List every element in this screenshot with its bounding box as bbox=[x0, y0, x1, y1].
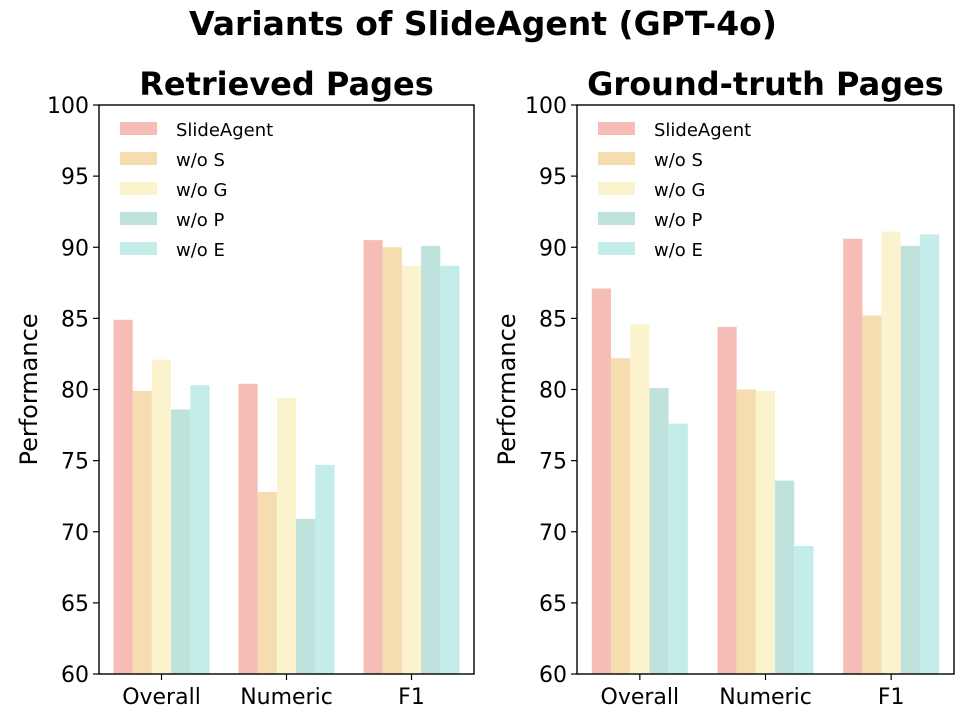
panel-1-xtick-label-f1: F1 bbox=[398, 685, 425, 710]
panel-1-legend-swatch-0 bbox=[120, 122, 157, 135]
panel-1-bar-w-o-s-f1 bbox=[382, 247, 402, 674]
panel-1-ytick-label-70: 70 bbox=[61, 521, 89, 546]
figure-title: Variants of SlideAgent (GPT-4o) bbox=[189, 4, 777, 43]
panel-1-legend-label-2: w/o G bbox=[176, 180, 227, 201]
panel-2-bar-w-o-s-numeric bbox=[736, 389, 756, 674]
panel-2-bar-w-o-g-f1 bbox=[881, 231, 901, 674]
panel-2-bar-slideagent-numeric bbox=[717, 326, 737, 674]
panel-1-ytick-label-60: 60 bbox=[61, 663, 89, 688]
panel-2-legend-label-1: w/o S bbox=[654, 150, 703, 171]
panel-1-bar-w-o-s-numeric bbox=[257, 491, 277, 674]
panel-2-legend-label-3: w/o P bbox=[654, 210, 703, 231]
panel-1-ytick-label-80: 80 bbox=[61, 379, 89, 404]
panel-1-bar-w-o-g-numeric bbox=[276, 398, 297, 674]
panel-2-ytick-label-60: 60 bbox=[539, 663, 567, 688]
panel-2-ytick-label-65: 65 bbox=[539, 592, 567, 617]
panel-1-bar-w-o-p-numeric bbox=[296, 518, 316, 674]
panel-1-ytick-label-95: 95 bbox=[61, 165, 89, 190]
panel-1-bar-w-o-e-numeric bbox=[315, 464, 335, 674]
panel-2-legend-swatch-4 bbox=[598, 242, 635, 255]
panel-1-ytick-label-75: 75 bbox=[61, 450, 89, 475]
panel-2-ytick-label-75: 75 bbox=[539, 450, 567, 475]
panel-2-bar-w-o-e-numeric bbox=[794, 545, 814, 674]
panel-2-legend-swatch-3 bbox=[598, 212, 635, 225]
panel-1-bar-w-o-e-overall bbox=[190, 385, 210, 674]
panel-2-ytick-label-70: 70 bbox=[539, 521, 567, 546]
panel-2-xtick-label-numeric: Numeric bbox=[719, 685, 812, 710]
panel-2-bar-slideagent-overall bbox=[591, 288, 612, 674]
panel-1-bar-w-o-p-f1 bbox=[421, 245, 441, 674]
panel-1-legend-swatch-3 bbox=[120, 212, 157, 225]
panel-2-bar-w-o-g-overall bbox=[630, 324, 650, 674]
panel-1-bar-w-o-p-overall bbox=[171, 409, 191, 674]
panel-2-ytick-label-90: 90 bbox=[539, 236, 567, 261]
panel-1-legend-swatch-1 bbox=[120, 152, 157, 165]
panel-2-bar-w-o-p-numeric bbox=[775, 480, 795, 674]
panel-1-bar-slideagent-f1 bbox=[363, 240, 383, 674]
panel-2-bar-w-o-s-overall bbox=[611, 358, 631, 674]
panel-1-ylabel: Performance bbox=[15, 313, 43, 465]
panel-2-xtick-label-overall: Overall bbox=[601, 685, 680, 710]
panel-2-legend-label-2: w/o G bbox=[654, 180, 705, 201]
panel-1-title: Retrieved Pages bbox=[139, 65, 434, 103]
panel-1-legend-swatch-4 bbox=[120, 242, 157, 255]
panel-2-bar-w-o-g-numeric bbox=[755, 390, 776, 674]
panel-1-xtick-label-overall: Overall bbox=[122, 685, 201, 710]
panel-1-legend-label-3: w/o P bbox=[176, 210, 225, 231]
panel-1-legend-label-0: SlideAgent bbox=[176, 120, 273, 141]
panel-2-bar-slideagent-f1 bbox=[843, 238, 863, 674]
panel-1-legend-swatch-2 bbox=[120, 182, 157, 195]
panel-2-legend-swatch-0 bbox=[598, 122, 635, 135]
panel-1-ytick-label-65: 65 bbox=[61, 592, 89, 617]
panel-2-bar-w-o-p-overall bbox=[649, 388, 669, 674]
panel-2-bar-w-o-p-f1 bbox=[900, 245, 920, 674]
panel-1-bar-w-o-g-f1 bbox=[401, 265, 422, 674]
panel-2-legend-swatch-2 bbox=[598, 182, 635, 195]
panel-2-ytick-label-85: 85 bbox=[539, 307, 567, 332]
panel-1-bar-slideagent-numeric bbox=[238, 383, 258, 674]
panel-2-legend-label-0: SlideAgent bbox=[654, 120, 751, 141]
panel-1-ytick-label-90: 90 bbox=[61, 236, 89, 261]
panel-1-xtick-label-numeric: Numeric bbox=[240, 685, 333, 710]
panel-2-bar-w-o-e-overall bbox=[668, 423, 688, 674]
panel-1-bar-w-o-e-f1 bbox=[440, 265, 460, 674]
panel-2-xtick-label-f1: F1 bbox=[878, 685, 905, 710]
panel-2-bar-w-o-e-f1 bbox=[919, 234, 940, 674]
panel-2-ytick-label-95: 95 bbox=[539, 165, 567, 190]
panel-1-ytick-label-85: 85 bbox=[61, 307, 89, 332]
panel-1-legend-label-4: w/o E bbox=[176, 240, 225, 261]
panel-1-bar-w-o-g-overall bbox=[151, 359, 172, 674]
panel-1-bar-slideagent-overall bbox=[113, 319, 133, 674]
panel-1-bar-w-o-s-overall bbox=[132, 390, 152, 674]
panel-2-ylabel: Performance bbox=[493, 313, 521, 465]
panel-1-ytick-label-100: 100 bbox=[47, 94, 89, 119]
panel-2-ytick-label-100: 100 bbox=[525, 94, 567, 119]
panel-1-legend-label-1: w/o S bbox=[176, 150, 225, 171]
panel-2-bar-w-o-s-f1 bbox=[862, 315, 882, 674]
panel-2-legend-swatch-1 bbox=[598, 152, 635, 165]
panel-2-ytick-label-80: 80 bbox=[539, 379, 567, 404]
panel-2-legend-label-4: w/o E bbox=[654, 240, 703, 261]
panel-2-title: Ground-truth Pages bbox=[587, 65, 944, 103]
